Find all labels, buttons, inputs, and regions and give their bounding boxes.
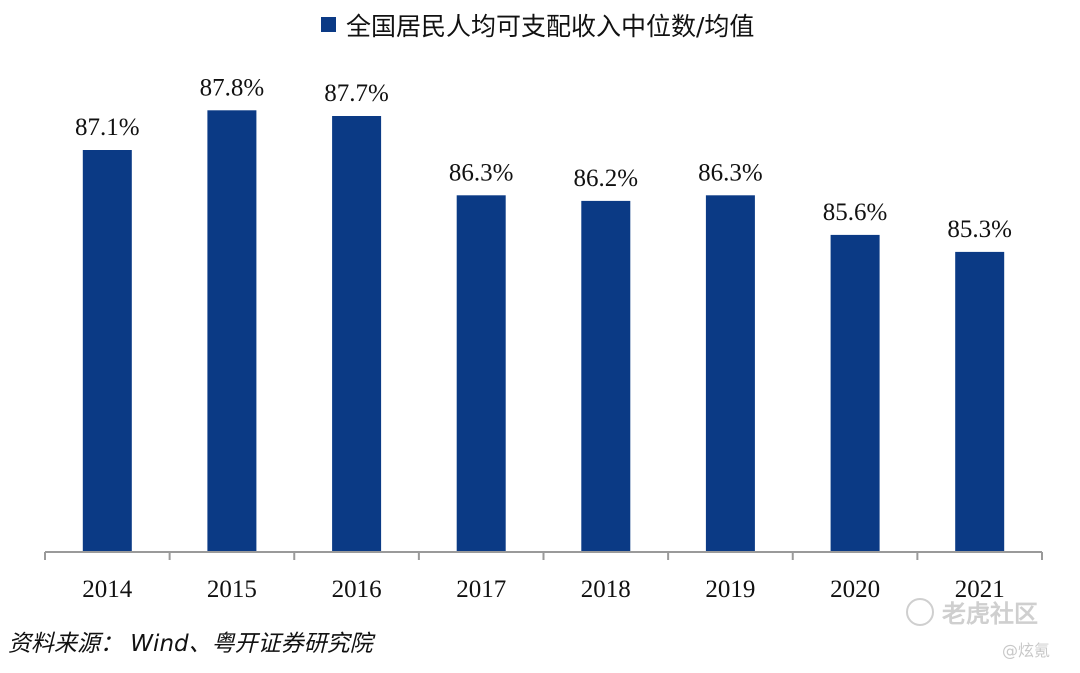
bar-2019 — [705, 195, 755, 553]
legend-swatch — [321, 17, 336, 32]
bar-2017 — [456, 195, 506, 553]
bar-2018 — [581, 200, 631, 552]
x-ticks-group — [44, 552, 1043, 560]
value-label-2014: 87.1% — [75, 114, 140, 141]
bar-2021 — [955, 251, 1005, 552]
value-label-2019: 86.3% — [698, 159, 763, 186]
value-label-2018: 86.2% — [574, 165, 639, 192]
bar-2014 — [82, 150, 132, 552]
x-tick-label-2015: 2015 — [207, 576, 257, 603]
watermark: 老虎社区 — [906, 594, 1038, 629]
x-tick-label-2019: 2019 — [705, 576, 755, 603]
bar-2020 — [830, 234, 880, 552]
x-tick-label-2016: 2016 — [332, 576, 382, 603]
x-tick-label-2020: 2020 — [830, 576, 880, 603]
value-label-2021: 85.3% — [947, 216, 1012, 243]
legend: 全国居民人均可支配收入中位数/均值 — [321, 12, 754, 41]
x-tick-labels-group: 2014 2015 2016 2017 2018 2019 2020 2021 — [82, 576, 1004, 603]
x-tick-label-2021: 2021 — [955, 576, 1005, 603]
legend-label: 全国居民人均可支配收入中位数/均值 — [346, 12, 754, 41]
value-label-2020: 85.6% — [823, 199, 888, 226]
value-label-2016: 87.7% — [324, 80, 389, 107]
bars-group — [82, 110, 1005, 553]
bar-2015 — [207, 110, 257, 553]
x-tick-label-2014: 2014 — [82, 576, 133, 603]
value-labels-group: 87.1% 87.8% 87.7% 86.3% 86.2% 86.3% 85.6% 85.3% — [75, 74, 1012, 243]
x-tick-label-2017: 2017 — [456, 576, 506, 603]
watermark-text: 老虎社区 — [942, 600, 1038, 628]
source-note: 资料来源： Wind、粤开证券研究院 — [8, 631, 373, 657]
tiger-logo-icon — [906, 597, 934, 626]
bar-2016 — [332, 116, 382, 552]
value-label-2017: 86.3% — [449, 159, 514, 186]
x-tick-label-2018: 2018 — [581, 576, 631, 603]
watermark-handle: @炫氪 — [1002, 641, 1051, 660]
value-label-2015: 87.8% — [200, 74, 265, 101]
